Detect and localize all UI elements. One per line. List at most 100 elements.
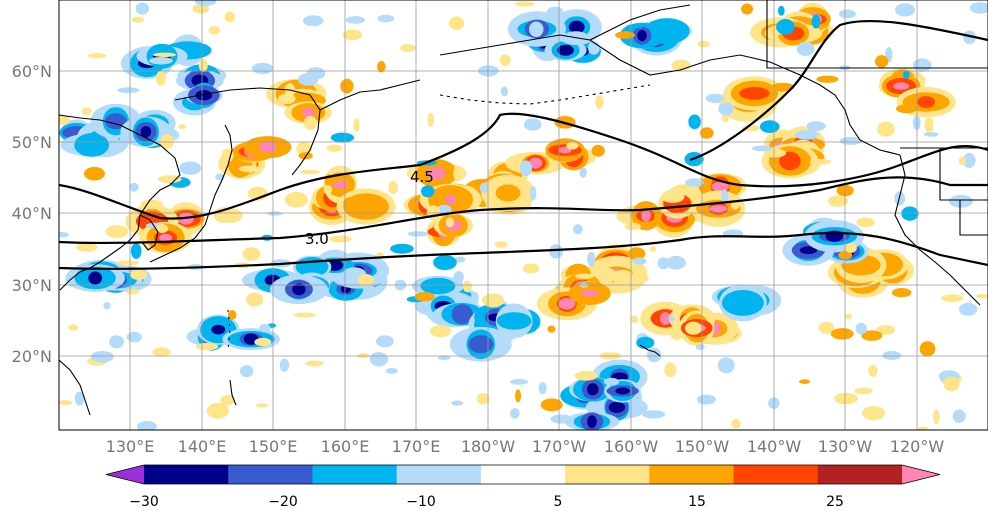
negative-anomaly-speck [549,244,564,259]
negative-anomaly-speck [377,14,395,23]
positive-anomaly-speck [453,165,462,182]
positive-anomaly-speck [377,61,386,73]
positive-anomaly-speck [192,3,210,14]
negative-anomaly-speck [179,161,202,175]
positive-anomaly-speck [816,75,839,83]
positive-anomaly-speck [195,342,219,351]
negative-anomaly-speck [657,257,670,270]
positive-anomaly-speck [305,360,324,367]
negative-anomaly-speck [454,256,466,263]
positive-anomaly-speck [59,114,70,125]
colorbar-segment [312,465,398,484]
negative-anomaly-speck [126,331,142,343]
positive-anomaly-speck [845,242,857,254]
negative-anomaly-speck [451,400,464,406]
positive-anomaly-speck [198,58,208,72]
positive-anomaly-blob [580,290,599,297]
negative-anomaly-blob [420,277,456,295]
negative-anomaly-speck [952,409,966,424]
negative-anomaly-speck [759,120,780,133]
negative-anomaly-speck [855,322,867,335]
colorbar-segment [817,465,903,484]
positive-anomaly-speck [596,267,617,283]
negative-anomaly-blob [587,415,597,429]
positive-anomaly-speck [388,180,398,195]
colorbar-outline [105,464,941,485]
positive-anomaly-speck [877,121,895,137]
positive-anomaly-speck [84,166,105,181]
positive-anomaly-speck [353,117,360,132]
positive-anomaly-speck [861,330,883,341]
positive-anomaly-speck [293,312,316,318]
positive-anomaly-speck [87,53,107,59]
negative-anomaly-speck [59,232,70,238]
colorbar-segment [733,465,819,484]
positive-anomaly-speck [868,364,878,377]
positive-anomaly-blob [641,209,651,222]
positive-anomaly-speck [649,246,657,252]
positive-anomaly-speck [522,263,540,274]
lon-label-150w: 150°W [675,437,730,456]
positive-anomaly-speck [976,293,988,299]
negative-anomaly-speck [923,132,939,137]
negative-anomaly-speck [912,58,932,73]
negative-anomaly-blob [586,383,599,396]
negative-anomaly-speck [421,185,435,198]
positive-anomaly-speck [844,313,852,320]
negative-anomaly-speck [130,243,142,259]
negative-anomaly-blob [637,29,647,42]
positive-anomaly-speck [160,134,174,150]
positive-anomaly-speck [591,144,605,157]
positive-anomaly-blob [258,141,277,153]
positive-anomaly-speck [227,309,237,320]
negative-anomaly-speck [811,14,821,29]
positive-anomaly-speck [414,292,435,302]
negative-anomaly-speck [479,182,489,194]
colorbar-segment [649,465,735,484]
lon-label-120w: 120°W [890,437,945,456]
negative-anomaly-speck [251,62,274,74]
positive-anomaly-speck [627,247,646,261]
negative-anomaly-speck [901,206,919,221]
positive-anomaly-speck [518,183,534,188]
positive-anomaly-speck [303,115,318,131]
positive-anomaly-speck [238,165,260,173]
positive-anomaly-blob [332,180,348,189]
positive-anomaly-blob [739,87,770,100]
negative-anomaly-blob [496,312,532,330]
positive-anomaly-speck [933,409,940,425]
negative-anomaly-blob [211,324,226,335]
positive-anomaly-speck [429,325,452,338]
positive-anomaly-speck [764,148,787,158]
negative-anomaly-speck [550,414,573,424]
negative-anomaly-speck [626,24,644,29]
negative-anomaly-speck [510,407,520,419]
positive-anomaly-speck [924,117,934,133]
lon-label-160e: 160°E [321,437,370,456]
negative-anomaly-speck [838,9,856,19]
negative-anomaly-blob [721,290,764,316]
negative-anomaly-blob [292,283,306,296]
negative-anomaly-speck [117,87,140,94]
negative-anomaly-speck [902,70,910,79]
negative-anomaly-blob [615,387,630,395]
positive-anomaly-speck [340,78,354,94]
negative-anomaly-blob [468,335,494,354]
colorbar-segment [480,465,566,484]
positive-anomaly-blob [159,233,173,242]
positive-anomaly-speck [323,184,333,195]
positive-anomaly-blob [659,312,672,325]
negative-anomaly-speck [642,410,666,419]
positive-anomaly-blob [708,205,728,213]
negative-anomaly-speck [528,21,544,37]
positive-anomaly-speck [242,247,261,261]
negative-anomaly-speck [603,377,620,386]
positive-anomaly-speck [731,418,741,429]
negative-anomaly-speck [433,254,457,271]
positive-anomaly-speck [613,279,620,287]
lat-label-30n: 30°N [12,276,52,295]
negative-anomaly-speck [500,86,509,97]
lat-label-20n: 20°N [12,347,52,366]
negative-anomaly-speck [668,315,675,322]
positive-anomaly-speck [625,222,641,231]
